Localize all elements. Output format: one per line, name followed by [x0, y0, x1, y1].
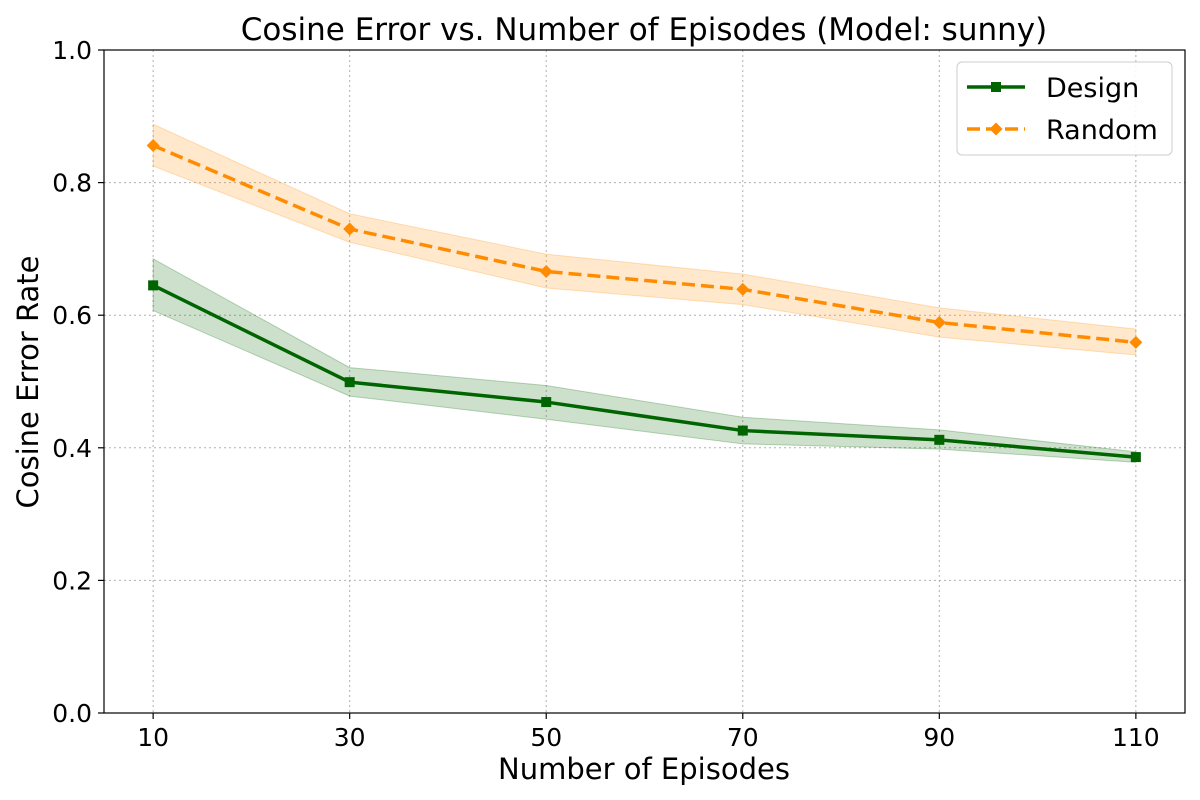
y-tick-label: 0.0	[52, 699, 92, 728]
data-point-design	[148, 280, 159, 291]
y-tick-label: 0.2	[52, 566, 92, 595]
y-axis-title: Cosine Error Rate	[11, 256, 45, 509]
chart-title: Cosine Error vs. Number of Episodes (Mod…	[241, 12, 1047, 48]
legend-label-random: Random	[1046, 115, 1158, 146]
data-point-random	[146, 138, 160, 152]
data-point-design	[934, 434, 945, 445]
x-tick-label: 90	[923, 723, 955, 752]
legend-marker-design	[991, 82, 1001, 92]
y-tick-label: 1.0	[52, 36, 92, 65]
data-point-random	[736, 282, 750, 296]
axes: 10 30 50 70 90 110 0.0 0.2 0.4 0.6 0.8 1.0	[52, 36, 1186, 752]
x-tick-label: 10	[137, 723, 169, 752]
x-tick-label: 70	[727, 723, 759, 752]
y-tick-label: 0.8	[52, 169, 92, 198]
data-point-design	[344, 377, 355, 388]
confidence-band-design	[152, 257, 1137, 463]
data-point-random	[932, 315, 946, 329]
confidence-band-random	[152, 123, 1137, 356]
data-point-random	[343, 222, 357, 236]
series-lines	[152, 143, 1137, 459]
y-tick-label: 0.6	[52, 301, 92, 330]
data-point-random	[1129, 335, 1143, 349]
series-line-design	[152, 283, 1137, 459]
x-axis-title: Number of Episodes	[498, 752, 790, 786]
data-point-design	[1130, 452, 1141, 463]
series-line-random	[152, 143, 1137, 345]
y-tick-label: 0.4	[52, 434, 92, 463]
legend-label-design: Design	[1046, 73, 1139, 104]
x-tick-label: 110	[1112, 723, 1160, 752]
data-point-random	[539, 264, 553, 278]
x-tick-label: 50	[530, 723, 562, 752]
data-point-design	[541, 397, 552, 408]
plot-frame	[103, 49, 1186, 714]
legend-marker-random	[989, 122, 1003, 136]
x-tick-label: 30	[334, 723, 366, 752]
series-markers	[146, 138, 1143, 463]
confidence-bands	[152, 123, 1137, 463]
data-point-design	[737, 425, 748, 436]
legend: Design Random	[956, 61, 1173, 156]
